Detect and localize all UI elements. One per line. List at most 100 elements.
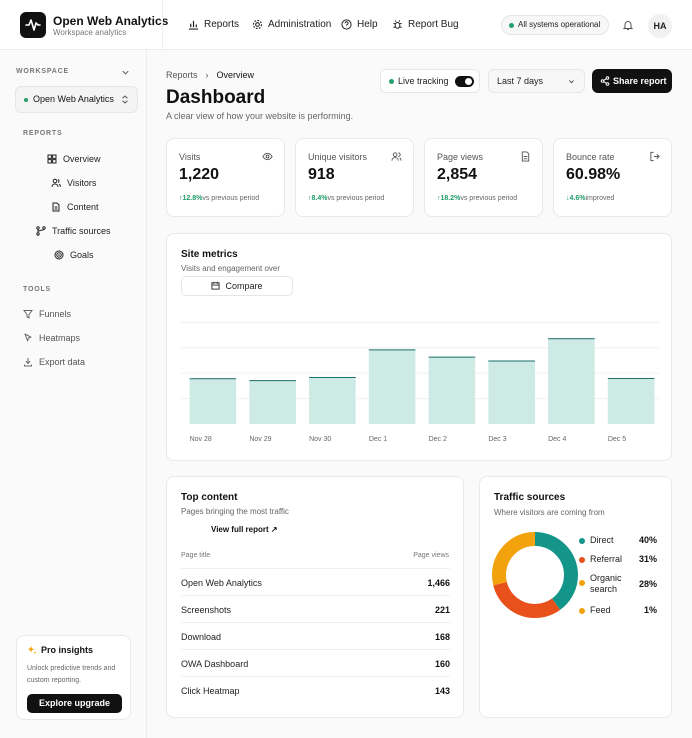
chart-bar[interactable]: [309, 376, 356, 424]
sidebar-item-label: Overview: [63, 154, 101, 164]
bar-chart-icon: [188, 20, 199, 30]
table-row[interactable]: Screenshots 221: [181, 595, 450, 622]
document-icon: [52, 202, 60, 212]
chart-bar[interactable]: [428, 356, 476, 424]
sidebar-item-content[interactable]: Content: [51, 202, 99, 212]
sidebar-item-visitors[interactable]: Visitors: [51, 178, 96, 188]
bell-icon[interactable]: [622, 19, 634, 31]
workspace-select[interactable]: Open Web Analytics: [15, 86, 138, 113]
legend-name: Organic search: [590, 573, 622, 594]
date-range-select[interactable]: Last 7 days: [488, 69, 585, 93]
breadcrumb-separator: ›: [205, 70, 209, 80]
kpi-value: 1,220: [179, 166, 220, 183]
funnel-icon: [23, 310, 33, 319]
kpi-delta: ↓4.6%improved: [566, 195, 615, 202]
row-views: 1,466: [427, 578, 450, 588]
target-icon: [54, 250, 64, 260]
pro-description: Unlock predictive trends and custom repo…: [27, 665, 116, 684]
row-title: Open Web Analytics: [181, 578, 262, 588]
breadcrumb-reports[interactable]: Reports: [166, 70, 198, 80]
kpi-delta: ↑18.2%vs previous period: [437, 195, 518, 202]
kpi-card-bounce-rate: Bounce rate 60.98% ↓4.6%improved: [553, 138, 672, 217]
chart-bar[interactable]: [368, 349, 416, 424]
compare-label: Compare: [225, 281, 263, 291]
sidebar-item-heatmaps[interactable]: Heatmaps: [23, 333, 80, 343]
page-subtitle: A clear view of how your website is perf…: [166, 111, 354, 121]
compare-button[interactable]: Compare: [181, 276, 293, 296]
sidebar-item-label: Goals: [70, 250, 94, 260]
nav-help[interactable]: Help: [341, 19, 378, 30]
site-metrics-chart: Nov 28 Nov 29 Nov 30 Dec 1 Dec 2 Dec 3 Dec 4 De…: [181, 321, 659, 443]
sidebar-item-overview[interactable]: Overview: [47, 154, 101, 164]
avatar[interactable]: HA: [648, 14, 672, 38]
donut-slice-referral[interactable]: [492, 532, 578, 618]
sidebar-item-label: Visitors: [67, 178, 97, 188]
legend-swatch: [579, 608, 585, 614]
traffic-donut-chart: [492, 532, 578, 618]
download-icon: [24, 358, 32, 367]
sidebar-item-label: Heatmaps: [39, 333, 81, 343]
reports-section-label: REPORTS: [23, 130, 63, 137]
divider: [162, 0, 163, 50]
share-report-button[interactable]: Share report: [592, 69, 672, 93]
app-logo[interactable]: [20, 12, 46, 38]
toggle-switch[interactable]: [455, 76, 474, 87]
sidebar-item-label: Export data: [39, 357, 86, 367]
row-title: Click Heatmap: [181, 686, 240, 696]
sidebar-item-goals[interactable]: Goals: [54, 250, 94, 260]
chart-bar[interactable]: [607, 377, 655, 424]
nav-reports[interactable]: Reports: [188, 19, 239, 30]
share-report-label: Share report: [613, 76, 667, 86]
nav-report-bug[interactable]: Report Bug: [392, 19, 459, 30]
row-title: OWA Dashboard: [181, 659, 249, 669]
legend-swatch: [579, 580, 585, 586]
sidebar-item-export-data[interactable]: Export data: [23, 357, 85, 367]
sidebar-item-funnels[interactable]: Funnels: [23, 309, 71, 319]
site-metrics-subtitle: Visits and engagement over: [181, 264, 281, 273]
row-views: 221: [434, 605, 450, 615]
chevron-down-icon[interactable]: [121, 68, 130, 77]
pro-title-text: Pro insights: [41, 645, 94, 655]
workspace-label: WORKSPACE: [16, 68, 69, 75]
kpi-card-page-views: Page views 2,854 ↑18.2%vs previous perio…: [424, 138, 543, 217]
kpi-label: Page views: [437, 152, 484, 162]
donut-slice-organic-search[interactable]: [492, 532, 578, 618]
table-row[interactable]: OWA Dashboard 160: [181, 649, 450, 676]
workspace-value: Open Web Analytics: [33, 94, 114, 104]
status-badge: All systems operational: [501, 15, 610, 35]
bug-icon: [393, 20, 402, 29]
kpi-value: 60.98%: [566, 166, 621, 183]
chart-tick-label: Dec 2: [429, 436, 447, 443]
chart-bar[interactable]: [249, 380, 296, 424]
app-title: Open Web Analytics: [53, 14, 169, 28]
nav-administration[interactable]: Administration: [252, 19, 331, 30]
table-row[interactable]: Download 168: [181, 622, 450, 649]
users-icon: [391, 152, 402, 161]
page-title: Dashboard: [166, 87, 266, 108]
chevron-down-icon: [568, 80, 575, 84]
chart-bar[interactable]: [189, 378, 237, 424]
donut-slice-feed[interactable]: [492, 532, 578, 618]
exit-icon: [650, 151, 660, 162]
gear-icon: [252, 19, 263, 30]
sidebar-item-label: Content: [67, 202, 99, 212]
table-row[interactable]: Click Heatmap 143: [181, 676, 450, 703]
chart-bar[interactable]: [548, 338, 595, 424]
view-full-report-link[interactable]: View full report ↗: [211, 525, 278, 534]
sidebar: WORKSPACE Open Web Analytics REPORTS Ove…: [0, 50, 147, 738]
legend-pct: 28%: [639, 579, 658, 589]
sidebar-item-traffic-sources[interactable]: Traffic sources: [36, 226, 111, 236]
pro-title: Pro insights: [27, 645, 93, 655]
row-views: 168: [434, 632, 450, 642]
grid-icon: [47, 154, 57, 164]
live-tracking-toggle[interactable]: Live tracking: [380, 69, 480, 93]
legend-pct: 1%: [643, 605, 657, 615]
chart-bar[interactable]: [488, 360, 535, 424]
live-tracking-label: Live tracking: [398, 76, 449, 86]
row-title: Screenshots: [181, 605, 232, 615]
kpi-delta: ↑12.8%vs previous period: [179, 195, 260, 202]
explore-upgrade-button[interactable]: Explore upgrade: [27, 694, 122, 713]
table-row[interactable]: Open Web Analytics 1,466: [181, 568, 450, 595]
legend-pct: 31%: [639, 554, 658, 564]
kpi-card-visits: Visits 1,220 ↑12.8%vs previous period: [166, 138, 285, 217]
